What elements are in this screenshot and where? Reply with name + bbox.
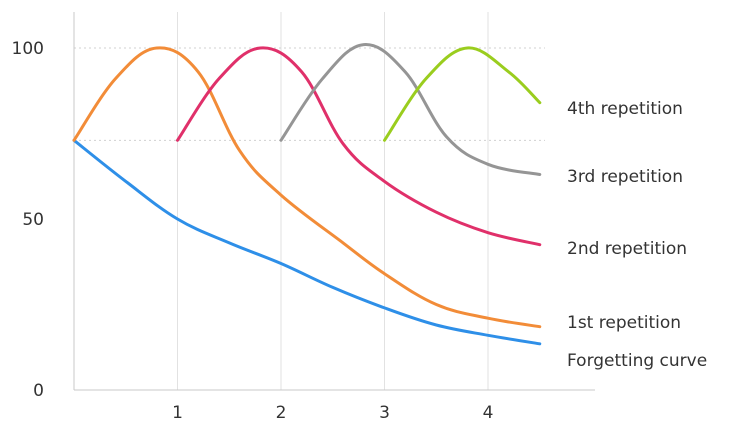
axes <box>73 12 595 391</box>
series-labels: Forgetting curve 1st repetition 2nd repeti… <box>567 99 707 371</box>
series-label-4th-repetition: 4th repetition <box>567 99 683 119</box>
x-tick-label-3: 3 <box>379 403 390 423</box>
x-tick-labels: 1 2 3 4 <box>172 403 493 423</box>
series-label-3rd-repetition: 3rd repetition <box>567 167 683 187</box>
series-line-forgetting-curve <box>72 138 542 346</box>
series-lines <box>72 43 542 346</box>
y-tick-label-100: 100 <box>12 39 44 59</box>
series-line-3rd-repetition <box>279 43 542 176</box>
series-label-2nd-repetition: 2nd repetition <box>567 239 687 259</box>
y-tick-labels: 0 50 100 <box>12 39 44 401</box>
x-tick-label-4: 4 <box>483 403 494 423</box>
x-tick-label-2: 2 <box>276 403 287 423</box>
series-line-1st-repetition <box>72 46 542 329</box>
x-tick-label-1: 1 <box>172 403 183 423</box>
grid <box>74 12 545 390</box>
series-label-forgetting-curve: Forgetting curve <box>567 351 707 371</box>
series-line-2nd-repetition <box>176 46 542 247</box>
y-tick-label-50: 50 <box>22 210 44 230</box>
series-label-1st-repetition: 1st repetition <box>567 313 681 333</box>
series-line-4th-repetition <box>383 46 542 142</box>
y-tick-label-0: 0 <box>33 381 44 401</box>
